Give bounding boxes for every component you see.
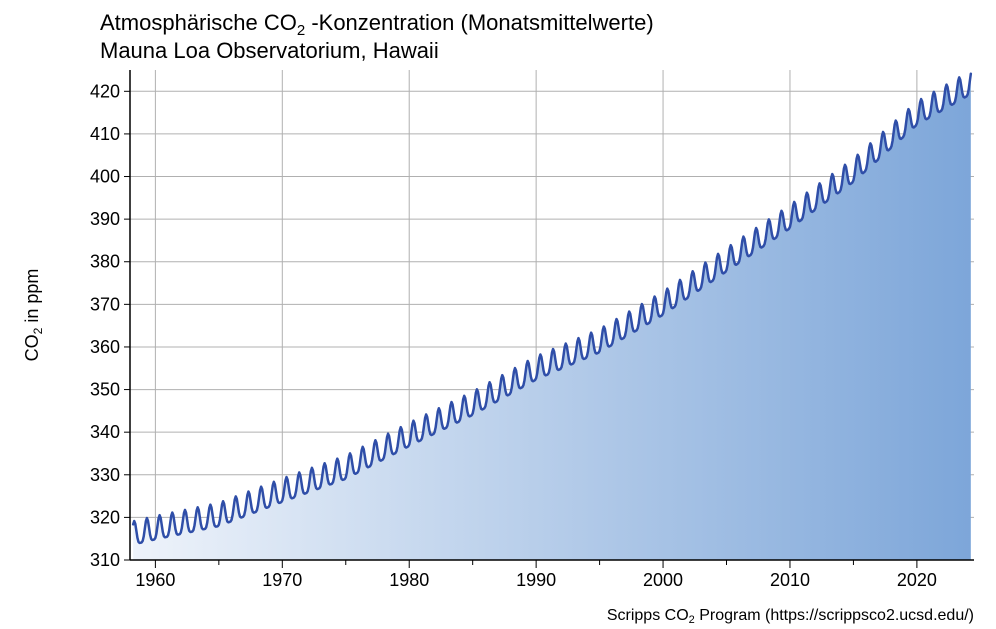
x-tick-label: 1980 bbox=[389, 570, 429, 590]
x-tick-label: 2000 bbox=[643, 570, 683, 590]
credit-text: Scripps CO2 Program (https://scrippsco2.… bbox=[607, 607, 974, 626]
co2-chart: 310 320 330 340 350 360 370 380 390 400 410 420 1960… bbox=[0, 0, 996, 629]
y-tick-label: 320 bbox=[90, 507, 120, 527]
chart-container: 310 320 330 340 350 360 370 380 390 400 410 420 1960… bbox=[0, 0, 996, 629]
x-tick-label: 2020 bbox=[897, 570, 937, 590]
y-tick-label: 380 bbox=[90, 252, 120, 272]
y-tick-label: 410 bbox=[90, 124, 120, 144]
y-tick-label: 400 bbox=[90, 167, 120, 187]
x-tick-label: 1960 bbox=[135, 570, 175, 590]
y-tick-label: 310 bbox=[90, 550, 120, 570]
y-tick-label: 350 bbox=[90, 380, 120, 400]
y-tick-label: 390 bbox=[90, 209, 120, 229]
x-tick-label: 2010 bbox=[770, 570, 810, 590]
x-tick-label: 1970 bbox=[262, 570, 302, 590]
chart-title-line2: Mauna Loa Observatorium, Hawaii bbox=[100, 38, 439, 63]
chart-title-line1: Atmosphärische CO2 -Konzentration (Monat… bbox=[100, 10, 654, 39]
y-tick-label: 340 bbox=[90, 422, 120, 442]
y-tick-label: 330 bbox=[90, 465, 120, 485]
y-axis-title: CO2 in ppm bbox=[22, 269, 45, 362]
y-tick-label: 360 bbox=[90, 337, 120, 357]
x-tick-label: 1990 bbox=[516, 570, 556, 590]
y-tick-label: 420 bbox=[90, 81, 120, 101]
y-tick-label: 370 bbox=[90, 294, 120, 314]
